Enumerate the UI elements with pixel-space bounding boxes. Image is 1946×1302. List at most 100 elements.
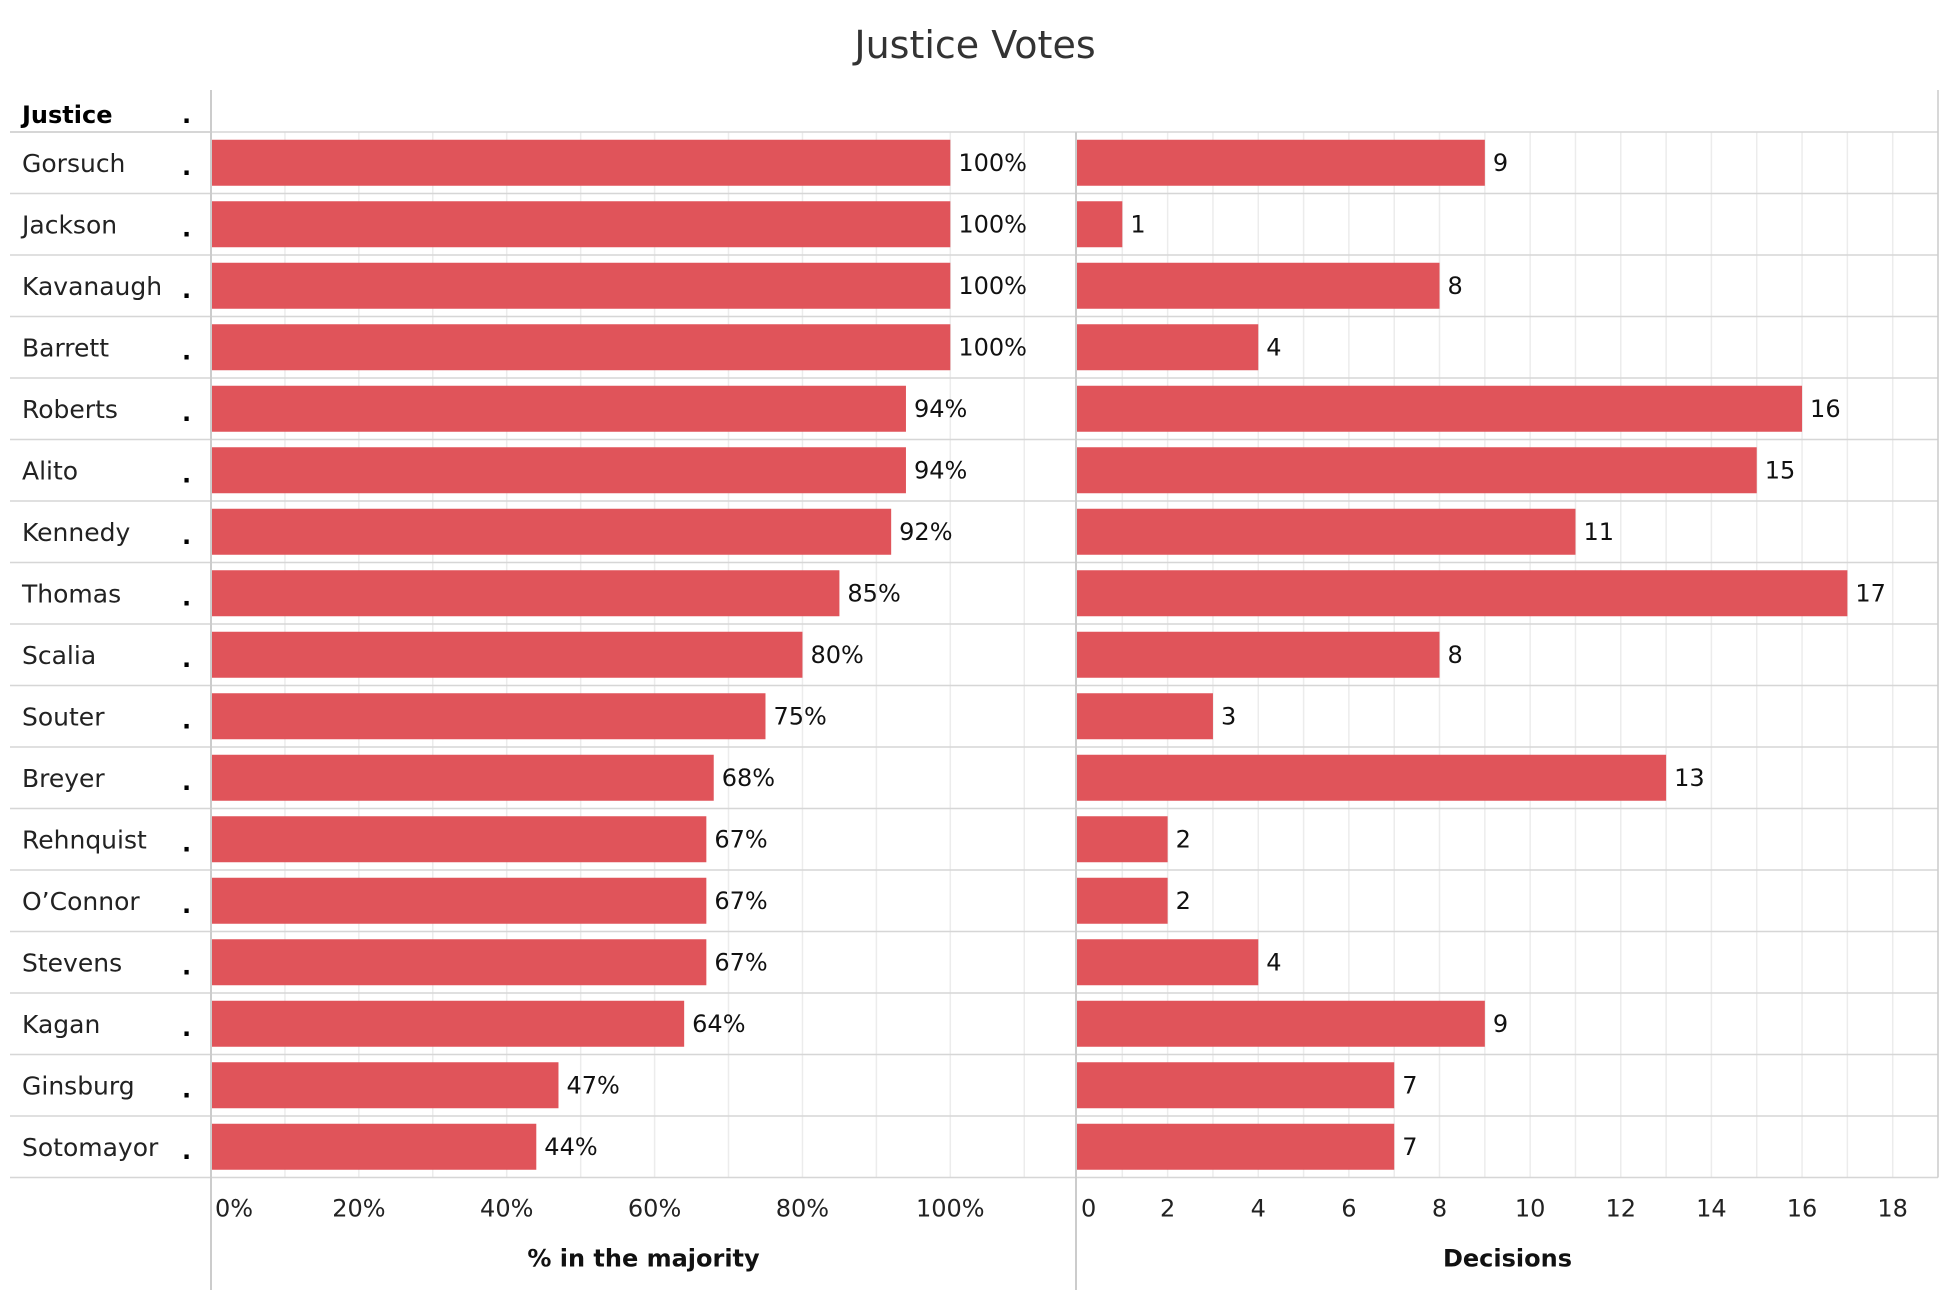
value-label-decisions: 8 (1448, 272, 1463, 300)
justice-label: Souter (22, 702, 105, 731)
value-label-pct_majority: 92% (899, 518, 952, 546)
justice-label: Alito (22, 456, 78, 485)
tick-label-decisions: 10 (1515, 1195, 1546, 1223)
tick-label-pct_majority: 80% (776, 1195, 829, 1223)
bar-pct_majority (211, 1123, 537, 1170)
value-label-pct_majority: 67% (714, 887, 767, 915)
value-label-decisions: 1 (1130, 210, 1145, 238)
bar-decisions (1077, 570, 1848, 617)
tick-label-decisions: 16 (1787, 1195, 1818, 1223)
axis-title-decisions: Decisions (1443, 1245, 1572, 1273)
value-label-decisions: 2 (1176, 825, 1191, 853)
value-label-pct_majority: 44% (544, 1133, 597, 1161)
bar-pct_majority (211, 1000, 685, 1047)
justice-label: Roberts (22, 395, 118, 424)
bar-decisions (1077, 1123, 1395, 1170)
bar-decisions (1077, 385, 1803, 432)
tick-label-decisions: 0 (1081, 1195, 1096, 1223)
bar-decisions (1077, 324, 1259, 371)
value-label-pct_majority: 64% (692, 1010, 745, 1038)
row-marker: . (182, 337, 191, 365)
bar-decisions (1077, 447, 1757, 494)
value-label-decisions: 4 (1266, 333, 1281, 361)
row-marker: . (182, 706, 191, 734)
bar-pct_majority (211, 631, 803, 678)
value-label-decisions: 9 (1493, 1010, 1508, 1038)
tick-label-decisions: 14 (1696, 1195, 1727, 1223)
row-marker: . (182, 1014, 191, 1042)
data-labels: Gorsuch . Jackson . Kavanaugh . Barrett . Robert… (20, 149, 1886, 1165)
tick-label-decisions: 2 (1160, 1195, 1175, 1223)
value-label-decisions: 2 (1176, 887, 1191, 915)
bars (211, 139, 1848, 1170)
tick-label-pct_majority: 60% (628, 1195, 681, 1223)
bar-decisions (1077, 693, 1213, 740)
bar-decisions (1077, 508, 1576, 555)
bar-decisions (1077, 754, 1667, 801)
bar-pct_majority (211, 139, 951, 186)
row-marker: . (182, 153, 191, 181)
value-label-pct_majority: 85% (847, 579, 900, 607)
value-label-decisions: 11 (1583, 518, 1614, 546)
bar-pct_majority (211, 570, 840, 617)
row-marker: . (182, 276, 191, 304)
bar-decisions (1077, 262, 1440, 309)
justice-label: Sotomayor (22, 1133, 159, 1162)
bar-decisions (1077, 939, 1259, 986)
justice-label: Ginsburg (22, 1071, 135, 1100)
justice-label: Thomas (21, 579, 121, 608)
row-marker: . (182, 952, 191, 980)
bar-pct_majority (211, 816, 707, 863)
value-label-decisions: 16 (1810, 395, 1841, 423)
tick-label-pct_majority: 100% (916, 1195, 985, 1223)
bar-pct_majority (211, 385, 906, 432)
axis-title-pct_majority: % in the majority (527, 1245, 760, 1273)
value-label-pct_majority: 68% (722, 764, 775, 792)
bar-pct_majority (211, 754, 714, 801)
value-label-decisions: 4 (1266, 948, 1281, 976)
value-label-decisions: 15 (1765, 456, 1796, 484)
bar-pct_majority (211, 324, 951, 371)
bar-pct_majority (211, 201, 951, 248)
tick-label-decisions: 18 (1877, 1195, 1908, 1223)
value-label-decisions: 7 (1402, 1071, 1417, 1099)
value-label-pct_majority: 47% (566, 1071, 619, 1099)
value-label-decisions: 8 (1448, 641, 1463, 669)
tick-label-decisions: 6 (1341, 1195, 1356, 1223)
bar-pct_majority (211, 508, 892, 555)
bar-decisions (1077, 1000, 1485, 1047)
row-marker: . (182, 1075, 191, 1103)
bar-pct_majority (211, 939, 707, 986)
tick-label-pct_majority: 40% (480, 1195, 533, 1223)
tick-label-decisions: 4 (1251, 1195, 1266, 1223)
row-marker: . (182, 645, 191, 673)
row-marker: . (182, 768, 191, 796)
justice-label: Barrett (22, 333, 109, 362)
bar-decisions (1077, 139, 1485, 186)
bar-decisions (1077, 877, 1168, 924)
bar-pct_majority (211, 262, 951, 309)
bar-pct_majority (211, 1062, 559, 1109)
chart-title: Justice Votes (852, 23, 1095, 67)
tick-label-pct_majority: 20% (332, 1195, 385, 1223)
tick-label-pct_majority: 0% (215, 1195, 253, 1223)
justice-label: Jackson (20, 210, 117, 239)
row-marker: . (182, 522, 191, 550)
row-marker: . (182, 891, 191, 919)
tick-label-decisions: 8 (1432, 1195, 1447, 1223)
row-marker: . (182, 214, 191, 242)
justice-label: O’Connor (22, 887, 140, 916)
value-label-pct_majority: 100% (958, 149, 1027, 177)
bar-decisions (1077, 201, 1123, 248)
value-label-decisions: 13 (1674, 764, 1705, 792)
row-header-label: Justice (20, 101, 113, 129)
row-dividers (10, 131, 1938, 1179)
bar-pct_majority (211, 693, 766, 740)
justice-label: Rehnquist (22, 825, 147, 854)
row-marker: . (182, 460, 191, 488)
bar-decisions (1077, 1062, 1395, 1109)
value-label-decisions: 7 (1402, 1133, 1417, 1161)
